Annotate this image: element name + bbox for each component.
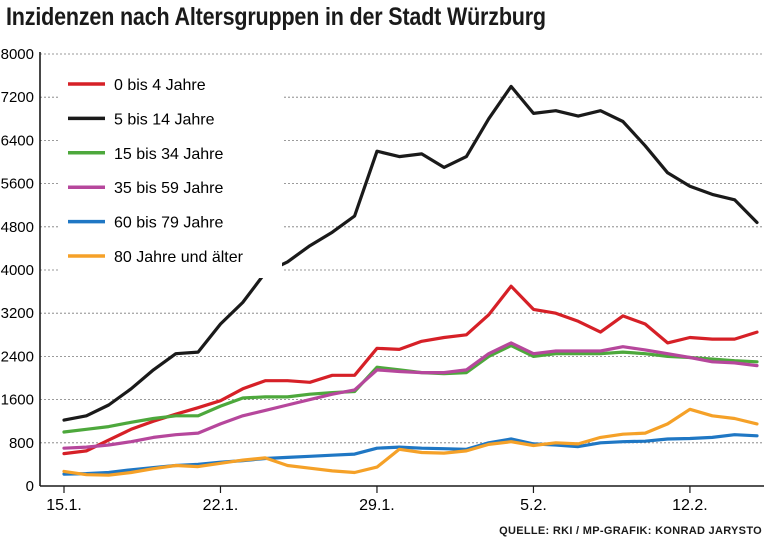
- legend-label: 35 bis 59 Jahre: [114, 180, 224, 197]
- x-tick-label: 29.1.: [359, 497, 395, 514]
- chart-title: Inzidenzen nach Altersgruppen in der Sta…: [6, 3, 546, 31]
- legend-box: [58, 64, 282, 278]
- x-tick-label: 5.2.: [520, 497, 547, 514]
- y-axis-ticks: 0 800 1600 2400 3200 4000 4800 5600 6400 7200 8000: [1, 46, 34, 495]
- legend-label: 80 Jahre und älter: [114, 249, 244, 266]
- y-tick-label: 7200: [1, 89, 34, 106]
- legend: 0 bis 4 Jahre 5 bis 14 Jahre 15 bis 34 Jah…: [58, 64, 282, 278]
- y-tick-label: 0: [26, 478, 34, 495]
- series-line: [62, 84, 759, 422]
- y-tick-label: 800: [9, 435, 34, 452]
- legend-label: 60 bis 79 Jahre: [114, 215, 224, 232]
- x-tick-label: 15.1.: [46, 497, 82, 514]
- y-tick-label: 4000: [1, 262, 34, 279]
- legend-label: 0 bis 4 Jahre: [114, 77, 206, 94]
- x-tick-label: 22.1.: [203, 497, 239, 514]
- grid-lines: [39, 52, 764, 487]
- y-tick-label: 5600: [1, 176, 34, 193]
- y-tick-label: 1600: [1, 392, 34, 409]
- legend-label: 5 bis 14 Jahre: [114, 111, 215, 128]
- x-axis-ticks: 15.1. 22.1. 29.1. 5.2. 12.2.: [46, 486, 708, 514]
- y-tick-label: 3200: [1, 305, 34, 322]
- y-tick-label: 6400: [1, 132, 34, 149]
- x-tick-label: 12.2.: [672, 497, 708, 514]
- series-line: [62, 407, 759, 477]
- source-credit: QUELLE: RKI / MP-GRAFIK: KONRAD JARYSTO: [499, 525, 762, 537]
- series-lines: [62, 84, 759, 477]
- series-line: [62, 284, 759, 456]
- y-tick-label: 2400: [1, 348, 34, 365]
- legend-label: 15 bis 34 Jahre: [114, 146, 224, 163]
- y-tick-label: 4800: [1, 219, 34, 236]
- y-tick-label: 8000: [1, 46, 34, 63]
- series-line: [62, 341, 759, 450]
